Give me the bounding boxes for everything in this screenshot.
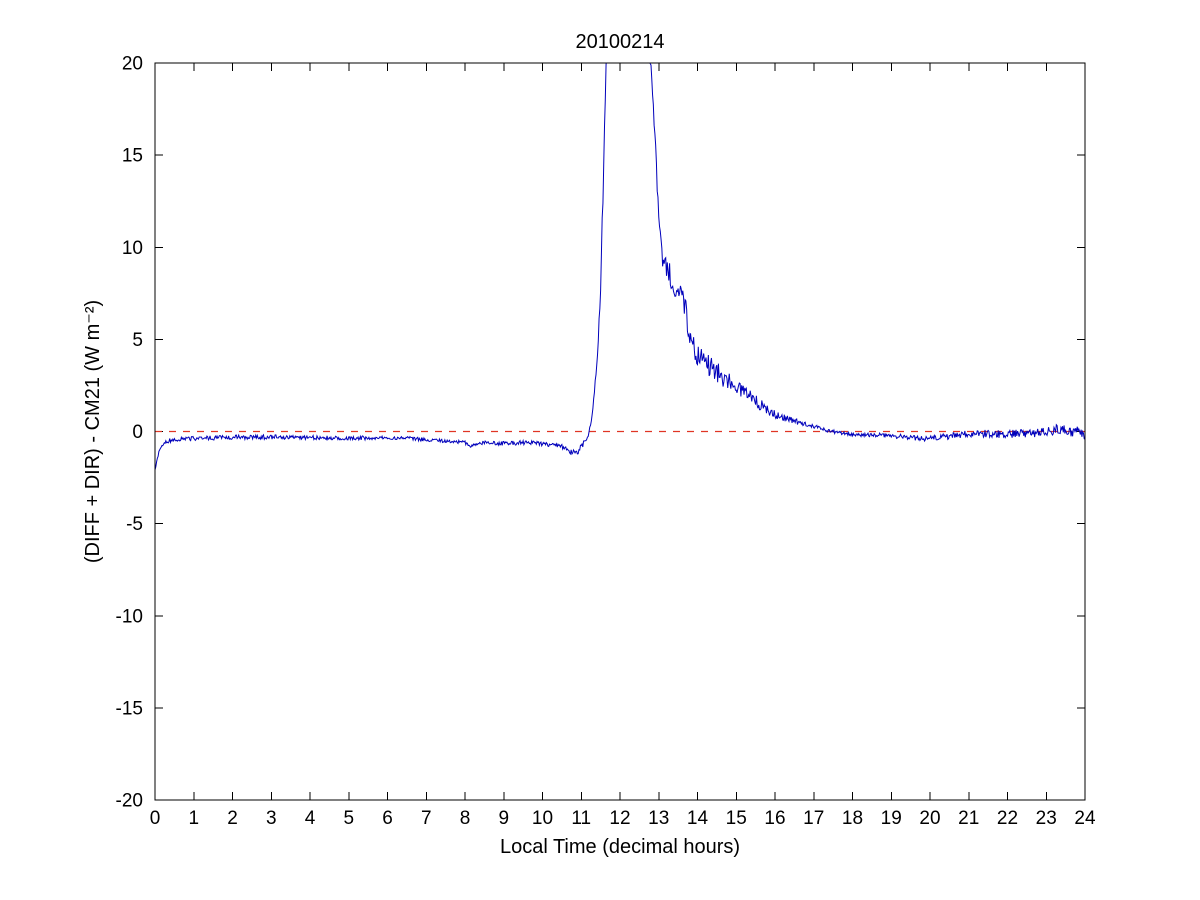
x-tick-label: 8	[460, 808, 471, 829]
x-tick-label: 23	[1036, 808, 1057, 829]
x-tick-label: 1	[188, 808, 199, 829]
axes-box	[154, 62, 1086, 801]
x-tick-label: 5	[343, 808, 354, 829]
chart-title: 20100214	[576, 31, 665, 53]
x-tick-label: 19	[881, 808, 902, 829]
x-tick-label: 20	[919, 808, 940, 829]
x-tick-label: 2	[227, 808, 238, 829]
x-tick-label: 16	[764, 808, 785, 829]
y-tick-label: -10	[116, 606, 143, 627]
y-tick-label: -15	[116, 698, 143, 719]
x-tick-label: 6	[382, 808, 393, 829]
y-axis-label: (DIFF + DIR) - CM21 (W m⁻²)	[82, 300, 104, 563]
x-axis-label: Local Time (decimal hours)	[500, 836, 740, 858]
y-tick-label: -5	[126, 514, 143, 535]
x-tick-label: 13	[648, 808, 669, 829]
x-tick-label: 11	[571, 808, 591, 829]
y-tick-label: 5	[132, 330, 143, 351]
y-tick-label: 15	[122, 146, 143, 167]
y-tick-label: 20	[122, 54, 143, 75]
x-tick-label: 12	[609, 808, 630, 829]
y-tick-label: 10	[122, 238, 143, 259]
x-tick-label: 10	[532, 808, 553, 829]
y-tick-label: -20	[116, 791, 143, 812]
y-tick-label: 0	[132, 422, 143, 443]
x-tick-label: 4	[305, 808, 316, 829]
x-tick-label: 9	[498, 808, 509, 829]
x-tick-label: 7	[421, 808, 432, 829]
y-axis-ticks: -20 -15 -10 -5 0 5 10 15 20	[116, 54, 1085, 812]
x-tick-label: 14	[687, 808, 709, 829]
x-tick-label: 21	[958, 808, 979, 829]
difference-series-line	[155, 63, 1085, 471]
x-tick-label: 22	[997, 808, 1018, 829]
x-tick-label: 3	[266, 808, 277, 829]
x-tick-label: 15	[726, 808, 747, 829]
x-tick-label: 17	[803, 808, 824, 829]
x-tick-label: 24	[1074, 808, 1096, 829]
x-tick-label: 18	[842, 808, 863, 829]
x-tick-label: 0	[150, 808, 161, 829]
x-axis-ticks: 0 1 2 3 4 5 6 7 8 9 10 11 12 13 14 15 16 17 18 19 20 21 22 23 24	[150, 63, 1096, 829]
